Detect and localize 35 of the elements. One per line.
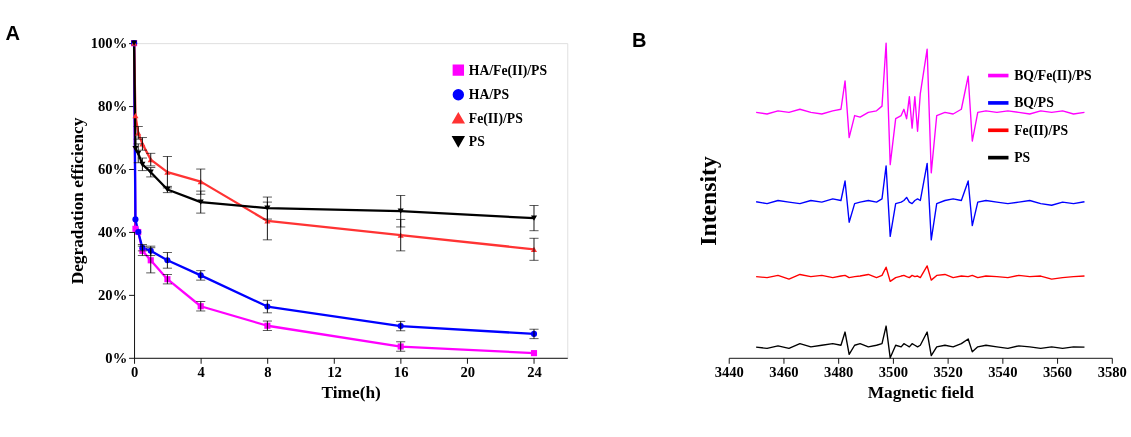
x-tick-label: 24 bbox=[527, 364, 543, 381]
x-tick-label: 0 bbox=[130, 364, 139, 381]
legend-label: Fe(II)/PS bbox=[1014, 122, 1069, 139]
x-tick-label: 3480 bbox=[824, 364, 854, 381]
x-tick-label: 3580 bbox=[1097, 364, 1127, 381]
legend-label: HA/PS bbox=[468, 87, 510, 103]
y-axis-title: Degradation efficiency bbox=[68, 117, 88, 285]
chart-title: A bbox=[5, 22, 20, 45]
y-tick-label: 20% bbox=[98, 286, 128, 303]
legend-label: PS bbox=[1014, 150, 1031, 166]
legend-label: Fe(II)/PS bbox=[468, 110, 524, 127]
x-axis-title: Time(h) bbox=[321, 382, 381, 402]
x-tick-label: 20 bbox=[460, 364, 476, 381]
x-tick-label: 3560 bbox=[1043, 364, 1073, 381]
chart-title: B bbox=[632, 29, 647, 52]
x-tick-label: 3520 bbox=[933, 364, 963, 381]
x-tick-label: 12 bbox=[327, 364, 342, 381]
x-tick-label: 16 bbox=[393, 364, 409, 381]
x-tick-label: 4 bbox=[197, 364, 206, 381]
x-tick-label: 3500 bbox=[878, 364, 908, 381]
y-axis-title: Intensity bbox=[694, 156, 721, 246]
legend-label: BQ/PS bbox=[1014, 95, 1055, 111]
x-tick-label: 3440 bbox=[714, 364, 744, 381]
y-tick-label: 0% bbox=[105, 349, 128, 366]
x-tick-label: 8 bbox=[264, 364, 272, 381]
y-tick-label: 40% bbox=[98, 223, 128, 240]
legend-label: PS bbox=[468, 133, 486, 149]
legend-label: BQ/Fe(II)/PS bbox=[1014, 68, 1093, 85]
x-tick-label: 3540 bbox=[988, 364, 1018, 381]
y-tick-label: 80% bbox=[98, 98, 128, 115]
legend-label: HA/Fe(II)/PS bbox=[468, 62, 548, 79]
y-tick-label: 60% bbox=[98, 161, 128, 178]
x-axis-title: Magnetic field bbox=[867, 382, 975, 402]
y-tick-label: 100% bbox=[90, 35, 128, 52]
x-tick-label: 3460 bbox=[769, 364, 799, 381]
